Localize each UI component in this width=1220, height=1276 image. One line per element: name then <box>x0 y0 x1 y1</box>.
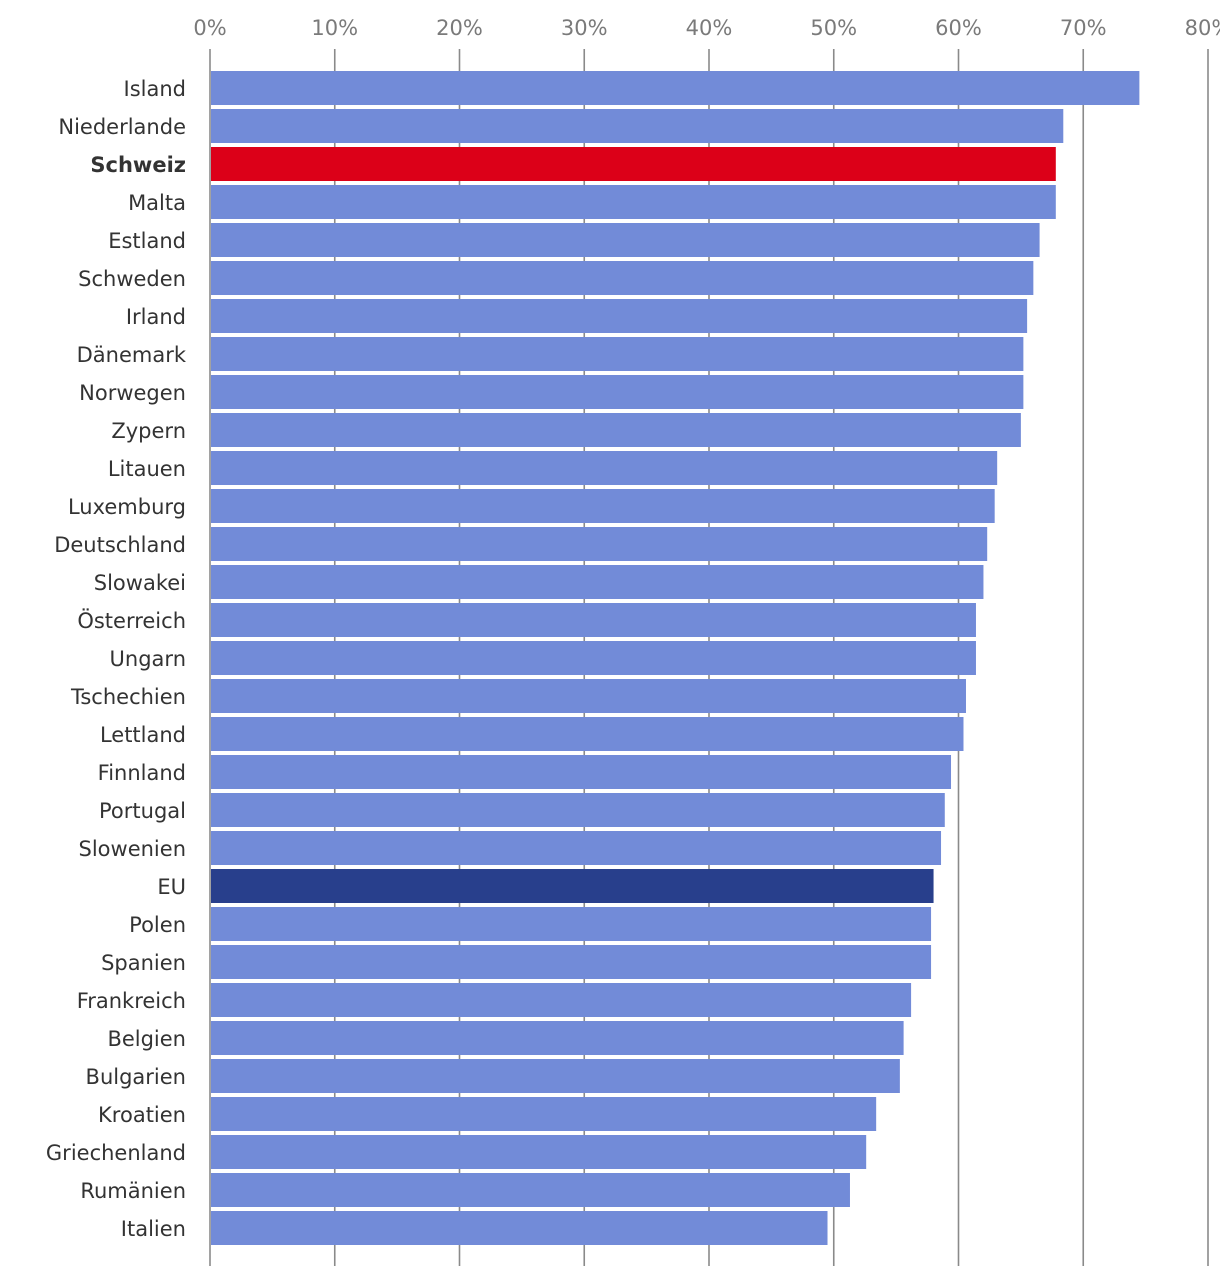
bar-22 <box>211 907 932 941</box>
bar-10 <box>211 451 998 485</box>
bars <box>211 71 1140 1245</box>
x-tick-label: 10% <box>311 16 358 40</box>
category-labels: Island Niederlande Schweiz Malta Estland Schw… <box>46 77 187 1241</box>
category-label: Dänemark <box>77 343 187 367</box>
category-label: Estland <box>108 229 186 253</box>
bar-28 <box>211 1135 867 1169</box>
category-label: Ungarn <box>110 647 186 671</box>
category-label: Kroatien <box>98 1103 186 1127</box>
category-label: Malta <box>128 191 186 215</box>
x-tick-label: 80% <box>1185 16 1220 40</box>
bar-26 <box>211 1059 900 1093</box>
category-label: Zypern <box>111 419 186 443</box>
x-tick-label: 70% <box>1060 16 1107 40</box>
category-label: Bulgarien <box>86 1065 186 1089</box>
bar-29 <box>211 1173 850 1207</box>
bar-2 <box>211 147 1056 181</box>
category-label: Schweden <box>78 267 186 291</box>
category-label: Schweiz <box>90 153 186 177</box>
category-label: Rumänien <box>80 1179 186 1203</box>
x-tick-label: 0% <box>193 16 226 40</box>
bar-30 <box>211 1211 828 1245</box>
bar-5 <box>211 261 1034 295</box>
bar-24 <box>211 983 912 1017</box>
category-label: Deutschland <box>54 533 186 557</box>
bar-12 <box>211 527 988 561</box>
x-tick-label: 60% <box>935 16 982 40</box>
bar-3 <box>211 185 1056 219</box>
bar-16 <box>211 679 966 713</box>
bar-27 <box>211 1097 877 1131</box>
category-label: Österreich <box>77 608 186 633</box>
category-label: Island <box>124 77 186 101</box>
bar-9 <box>211 413 1021 447</box>
category-label: Litauen <box>108 457 186 481</box>
category-label: Italien <box>121 1217 186 1241</box>
bar-17 <box>211 717 964 751</box>
bar-1 <box>211 109 1064 143</box>
category-label: Spanien <box>101 951 186 975</box>
category-label: Griechenland <box>46 1141 186 1165</box>
bar-19 <box>211 793 945 827</box>
bar-23 <box>211 945 932 979</box>
category-label: Tschechien <box>70 685 186 709</box>
category-label: Lettland <box>100 723 186 747</box>
category-label: Belgien <box>107 1027 186 1051</box>
bar-18 <box>211 755 952 789</box>
category-label: Norwegen <box>79 381 186 405</box>
category-label: Finnland <box>98 761 186 785</box>
x-tick-label: 20% <box>436 16 483 40</box>
category-label: Slowakei <box>94 571 186 595</box>
bar-25 <box>211 1021 904 1055</box>
category-label: Niederlande <box>58 115 186 139</box>
bar-20 <box>211 831 942 865</box>
category-label: Polen <box>129 913 186 937</box>
bar-13 <box>211 565 984 599</box>
bar-0 <box>211 71 1140 105</box>
x-tick-label: 40% <box>686 16 733 40</box>
bar-8 <box>211 375 1024 409</box>
category-label: Portugal <box>99 799 186 823</box>
bar-21 <box>211 869 934 903</box>
category-label: EU <box>157 875 186 899</box>
x-tick-label: 30% <box>561 16 608 40</box>
category-label: Irland <box>126 305 186 329</box>
bar-11 <box>211 489 995 523</box>
category-label: Frankreich <box>77 989 186 1013</box>
bar-7 <box>211 337 1024 371</box>
bar-6 <box>211 299 1028 333</box>
x-axis-tick-labels: 0% 10% 20% 30% 40% 50% 60% 70% 80% <box>193 16 1220 40</box>
category-label: Slowenien <box>79 837 186 861</box>
bar-15 <box>211 641 976 675</box>
x-tick-label: 50% <box>810 16 857 40</box>
bar-14 <box>211 603 976 637</box>
bar-4 <box>211 223 1040 257</box>
category-label: Luxemburg <box>68 495 186 519</box>
